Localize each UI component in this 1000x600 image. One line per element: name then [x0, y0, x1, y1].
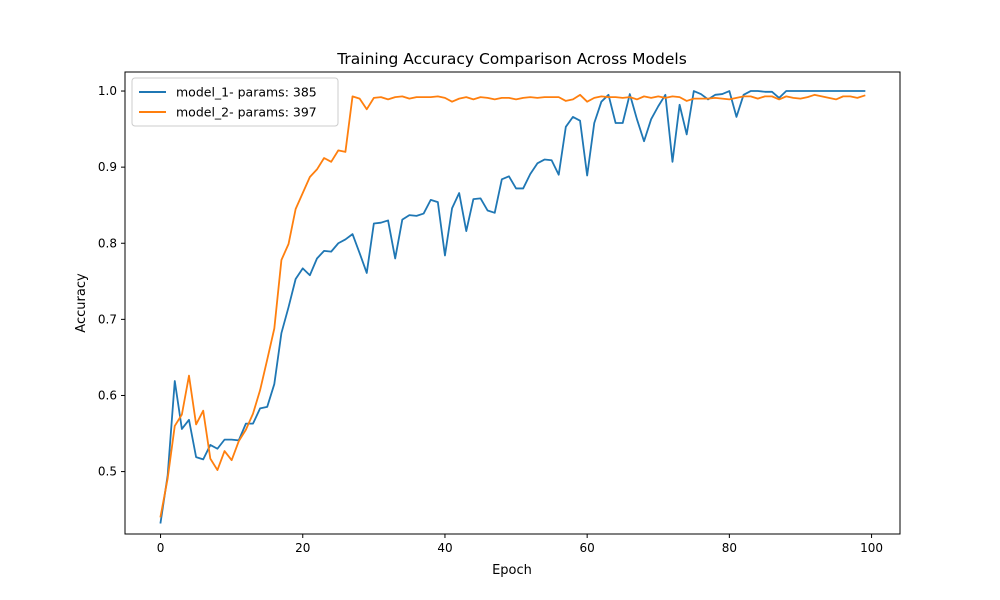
y-tick-label: 0.5	[98, 465, 117, 479]
y-tick-label: 0.7	[98, 312, 117, 326]
y-axis-ticks: 0.5 0.6 0.7 0.8 0.9 1.0	[98, 84, 125, 479]
x-axis-ticks: 0 20 40 60 80 100	[157, 534, 883, 555]
legend-box	[131, 77, 339, 127]
plot-area	[159, 90, 866, 524]
x-tick-label: 100	[860, 541, 883, 555]
chart-title: Training Accuracy Comparison Across Mode…	[336, 50, 687, 68]
plot-frame	[124, 71, 901, 535]
series-line-model-2	[159, 93, 866, 518]
x-tick-label: 60	[580, 541, 595, 555]
y-tick-label: 0.8	[98, 236, 117, 250]
y-tick-label: 0.6	[98, 388, 117, 402]
y-axis-label: Accuracy	[74, 273, 89, 333]
x-tick-label: 20	[295, 541, 310, 555]
x-tick-label: 80	[722, 541, 737, 555]
legend: model_1- params: 385 model_2- params: 397	[131, 77, 339, 127]
x-axis-label: Epoch	[492, 563, 532, 578]
x-tick-label: 0	[157, 541, 165, 555]
series-line-model-1	[159, 90, 866, 524]
legend-label-model-2: model_2- params: 397	[176, 105, 317, 120]
y-tick-label: 0.9	[98, 160, 117, 174]
x-tick-label: 40	[437, 541, 452, 555]
legend-label-model-1: model_1- params: 385	[176, 85, 317, 100]
y-tick-label: 1.0	[98, 84, 117, 98]
